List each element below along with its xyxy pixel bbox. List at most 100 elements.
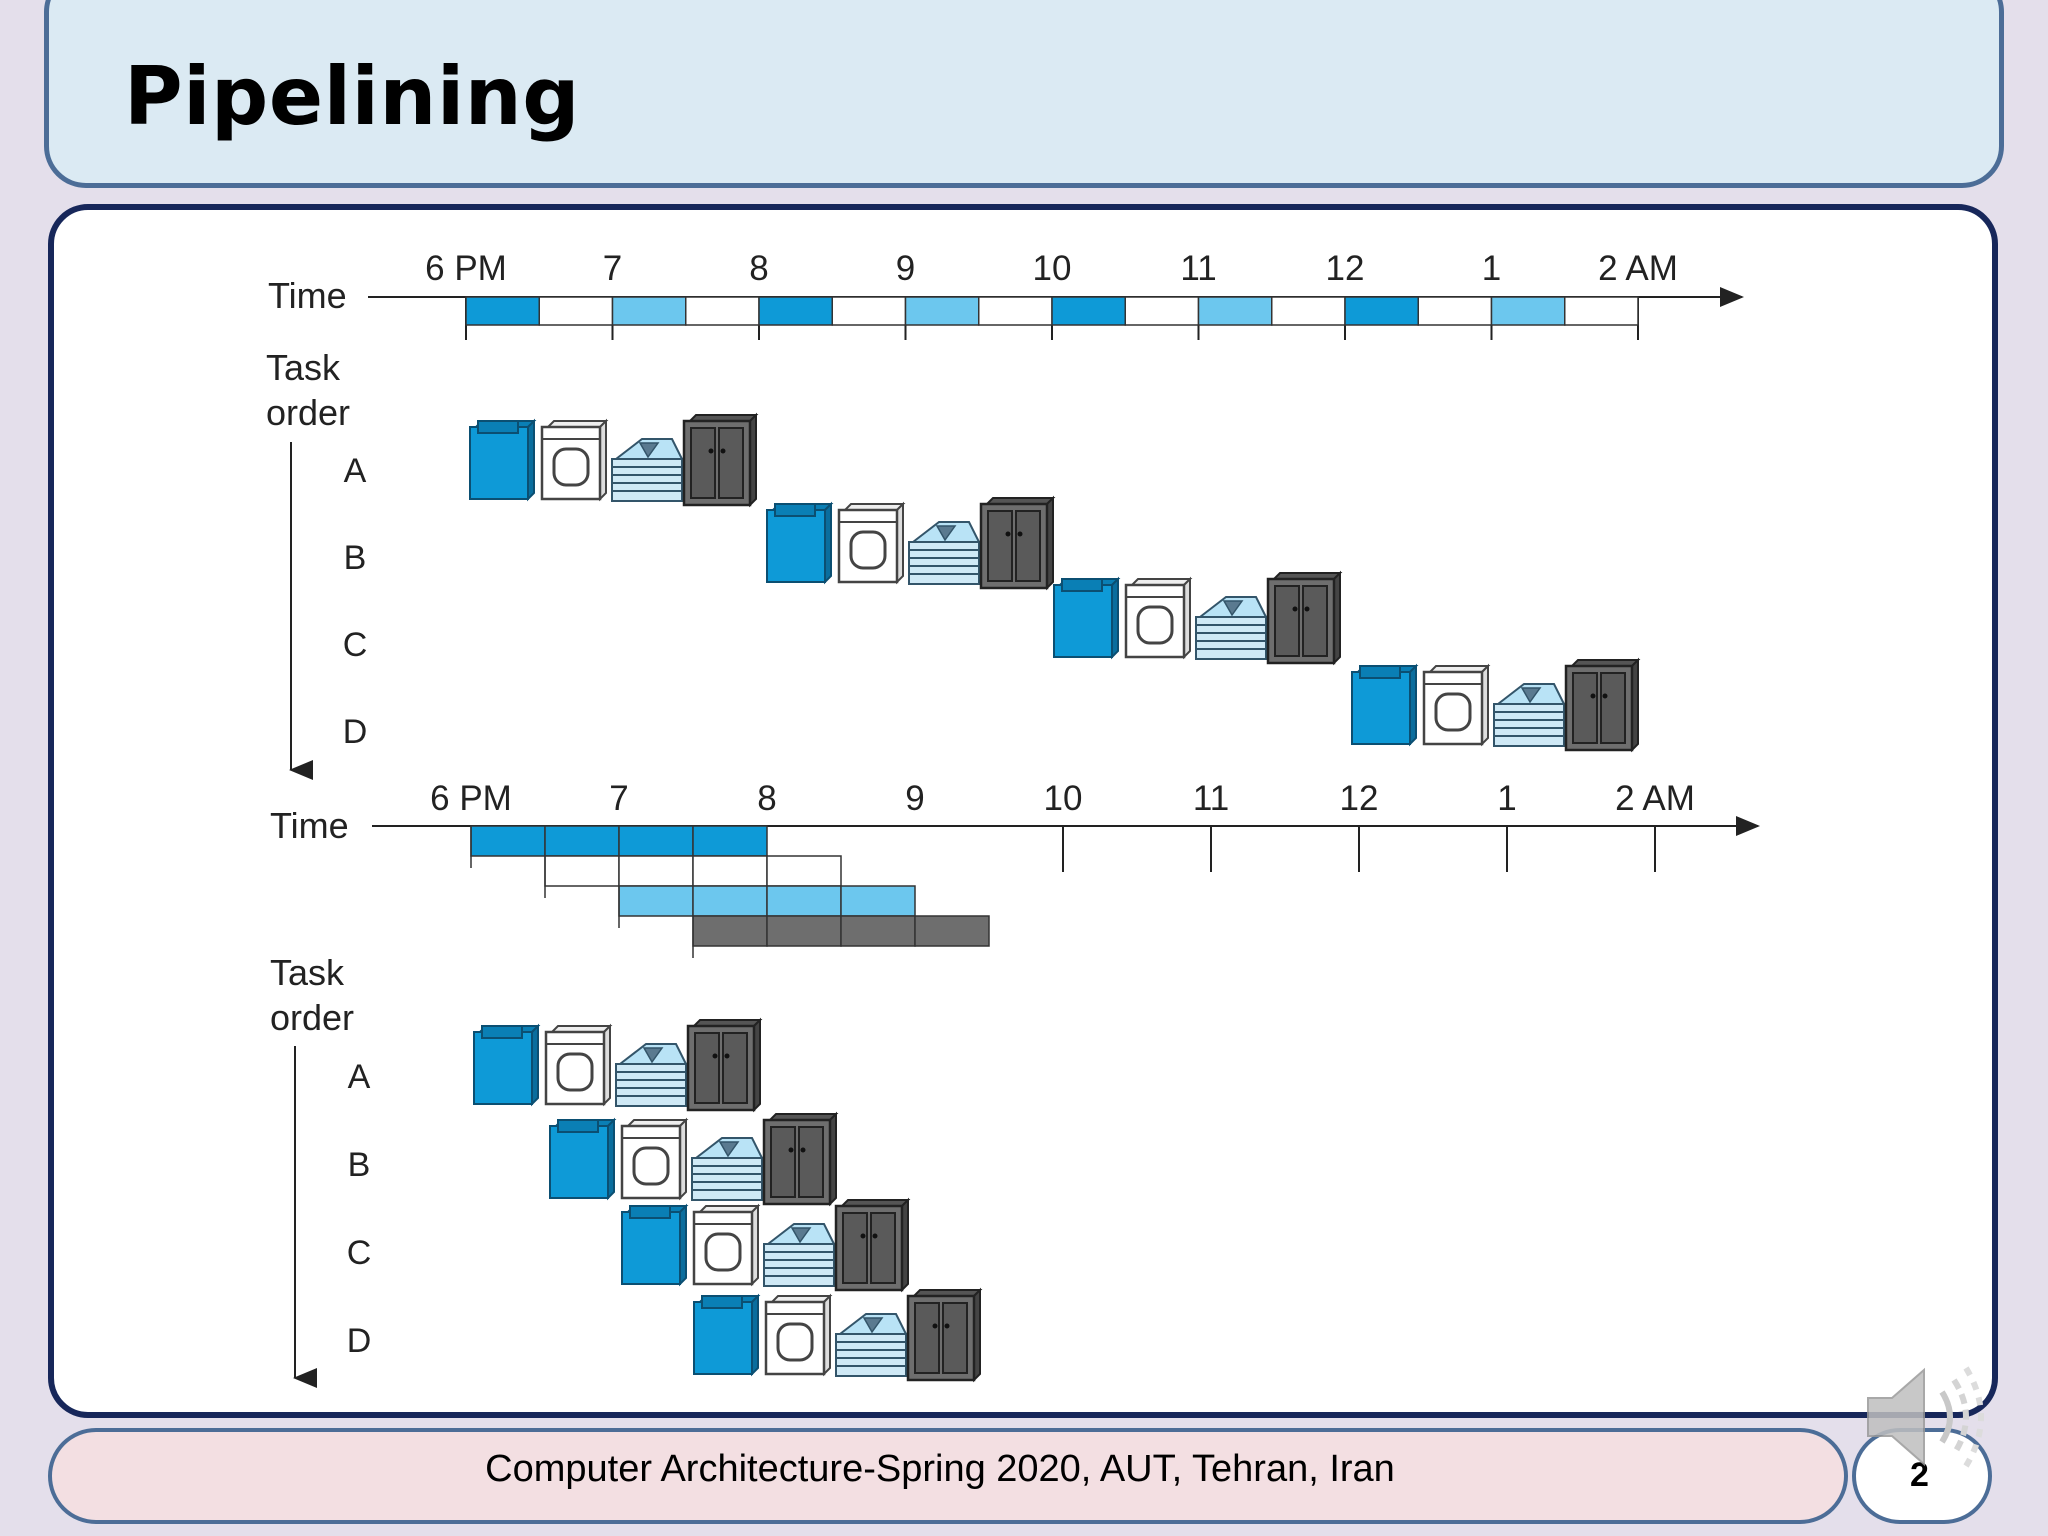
time-slot bbox=[1490, 296, 1566, 326]
pipeline-slot bbox=[618, 825, 694, 857]
pipeline-slot bbox=[766, 915, 842, 947]
time-slot bbox=[1564, 296, 1639, 326]
pipeline-slot bbox=[470, 825, 546, 857]
time-slot bbox=[1417, 296, 1493, 326]
dryer-icon bbox=[692, 1204, 760, 1286]
folding-icon bbox=[908, 521, 980, 585]
closet-icon bbox=[834, 1198, 910, 1292]
time-slot bbox=[1124, 296, 1200, 326]
time-slots-top bbox=[465, 296, 1639, 326]
time-tick-label: 12 bbox=[1340, 779, 1379, 818]
pipeline-slot bbox=[544, 825, 620, 857]
task-labels-bottom: A B C D bbox=[347, 1058, 372, 1360]
washer-icon bbox=[1351, 665, 1417, 745]
time-tick-label: 8 bbox=[749, 249, 768, 288]
time-slot bbox=[611, 296, 687, 326]
task-label: D bbox=[347, 1322, 372, 1360]
content-panel bbox=[48, 204, 1998, 1418]
washer-icon bbox=[766, 503, 832, 583]
closet-icon bbox=[979, 496, 1055, 590]
dryer-icon bbox=[837, 502, 905, 584]
pipeline-slot bbox=[618, 855, 694, 887]
time-tick-label: 1 bbox=[1482, 249, 1501, 288]
time-slot bbox=[758, 296, 833, 326]
time-ticks-top: 6 PM 7 8 9 10 11 12 1 2 AM bbox=[425, 249, 1678, 340]
folding-icon bbox=[611, 438, 683, 502]
washer-icon bbox=[1053, 578, 1119, 658]
task-order-label-bottom-2: order bbox=[270, 997, 354, 1038]
task-label: C bbox=[347, 1234, 372, 1272]
time-slot bbox=[538, 296, 614, 326]
time-tick-label: 10 bbox=[1044, 779, 1083, 818]
time-tick-label: 2 AM bbox=[1598, 249, 1678, 288]
task-label: B bbox=[344, 539, 367, 577]
time-tick-label: 11 bbox=[1180, 249, 1216, 288]
time-slot bbox=[831, 296, 907, 326]
pipeline-slot bbox=[692, 855, 768, 887]
time-slot bbox=[1344, 296, 1419, 326]
task-label: C bbox=[343, 626, 368, 664]
pipeline-slot bbox=[766, 885, 842, 917]
folding-icon bbox=[763, 1223, 835, 1287]
time-tick-label: 7 bbox=[603, 249, 622, 288]
time-tick-label: 11 bbox=[1193, 779, 1229, 818]
folding-icon bbox=[1195, 596, 1267, 660]
closet-icon bbox=[762, 1112, 838, 1206]
task-label: D bbox=[343, 713, 368, 751]
closet-icon bbox=[682, 413, 758, 507]
dryer-icon bbox=[1124, 577, 1192, 659]
closet-icon bbox=[1564, 658, 1640, 752]
time-slot bbox=[465, 296, 540, 326]
washer-icon bbox=[473, 1025, 539, 1105]
speaker-icon[interactable] bbox=[1862, 1352, 1992, 1482]
task-label: A bbox=[344, 452, 367, 490]
time-slot bbox=[1197, 296, 1273, 326]
time-tick-label: 10 bbox=[1033, 249, 1072, 288]
time-ticks-bottom: 6 PM 7 8 9 10 11 12 1 2 AM bbox=[430, 779, 1695, 872]
pipeline-slot bbox=[692, 885, 768, 917]
pipeline-slot bbox=[692, 915, 768, 947]
dryer-icon bbox=[1422, 664, 1490, 746]
closet-icon bbox=[1266, 571, 1342, 665]
pipeline-slot bbox=[840, 915, 916, 947]
time-tick-label: 6 PM bbox=[425, 249, 507, 288]
task-labels-top: A B C D bbox=[343, 452, 368, 751]
pipeline-slot bbox=[914, 915, 990, 947]
slide-title: Pipelining bbox=[124, 50, 581, 143]
time-tick-label: 9 bbox=[896, 249, 915, 288]
folding-icon bbox=[615, 1043, 687, 1107]
title-bar bbox=[44, 0, 2004, 188]
task-label: A bbox=[348, 1058, 371, 1096]
footer-text: Computer Architecture-Spring 2020, AUT, … bbox=[485, 1448, 1395, 1490]
time-tick-label: 1 bbox=[1497, 779, 1516, 818]
washer-icon bbox=[549, 1119, 615, 1199]
folding-icon bbox=[835, 1313, 907, 1377]
task-order-label-top-1: Task bbox=[266, 347, 341, 388]
closet-icon bbox=[686, 1018, 762, 1112]
time-slot bbox=[1271, 296, 1346, 326]
pipeline-slot bbox=[692, 825, 768, 857]
time-slot bbox=[1051, 296, 1126, 326]
time-tick-label: 6 PM bbox=[430, 779, 512, 818]
closet-icon bbox=[906, 1288, 982, 1382]
laundry-icons-bottom bbox=[473, 1018, 982, 1382]
page-number: 2 bbox=[1910, 1456, 1929, 1494]
time-label-top: Time bbox=[268, 275, 347, 316]
folding-icon bbox=[1493, 683, 1565, 747]
time-tick-label: 8 bbox=[757, 779, 776, 818]
footer-bar bbox=[48, 1428, 1848, 1524]
dryer-icon bbox=[620, 1118, 688, 1200]
dryer-icon bbox=[540, 419, 608, 501]
time-tick-label: 7 bbox=[609, 779, 628, 818]
task-order-label-bottom-1: Task bbox=[270, 952, 345, 993]
washer-icon bbox=[621, 1205, 687, 1285]
pipeline-slot bbox=[840, 885, 916, 917]
dryer-icon bbox=[764, 1294, 832, 1376]
time-slot bbox=[685, 296, 760, 326]
task-label: B bbox=[348, 1146, 371, 1184]
laundry-icons-top bbox=[469, 413, 1640, 752]
time-label-bottom: Time bbox=[270, 805, 349, 846]
pipeline-slot bbox=[766, 855, 842, 887]
washer-icon bbox=[693, 1295, 759, 1375]
